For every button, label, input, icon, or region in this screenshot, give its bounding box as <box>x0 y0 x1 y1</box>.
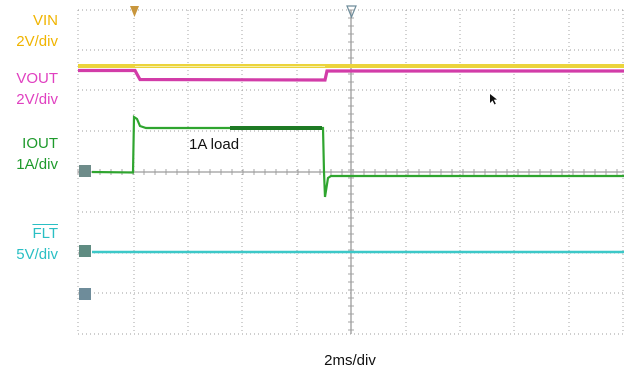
iout-scale: 1A/div <box>16 156 58 173</box>
ch-unused-marker <box>79 288 91 300</box>
vout-channel-name: VOUT <box>16 70 58 87</box>
vout-scale: 2V/div <box>16 91 58 108</box>
timebase-label: 2ms/div <box>324 352 376 369</box>
time-reference-marker-icon <box>346 5 357 19</box>
graticule <box>77 9 624 335</box>
mouse-cursor-icon <box>490 94 497 105</box>
vin-label-group: VIN 2V/div <box>16 10 58 52</box>
ch3-ground-marker <box>79 165 91 177</box>
load-annotation: 1A load <box>189 136 240 153</box>
iout-channel-name: IOUT <box>22 135 58 152</box>
vout-trace <box>78 68 624 82</box>
vin-channel-name: VIN <box>32 12 58 29</box>
flt-channel-name: FLT <box>32 225 58 242</box>
trigger-marker-icon <box>130 6 139 17</box>
iout-label-group: IOUT 1A/div <box>16 133 58 175</box>
ch4-ground-marker <box>79 245 91 257</box>
vout-label-group: VOUT 2V/div <box>16 68 58 110</box>
flt-scale: 5V/div <box>16 246 58 263</box>
vin-trace <box>78 64 624 68</box>
flt-label-group: FLT 5V/div <box>16 223 58 265</box>
vin-scale: 2V/div <box>16 33 58 50</box>
iout-trace <box>91 114 624 198</box>
